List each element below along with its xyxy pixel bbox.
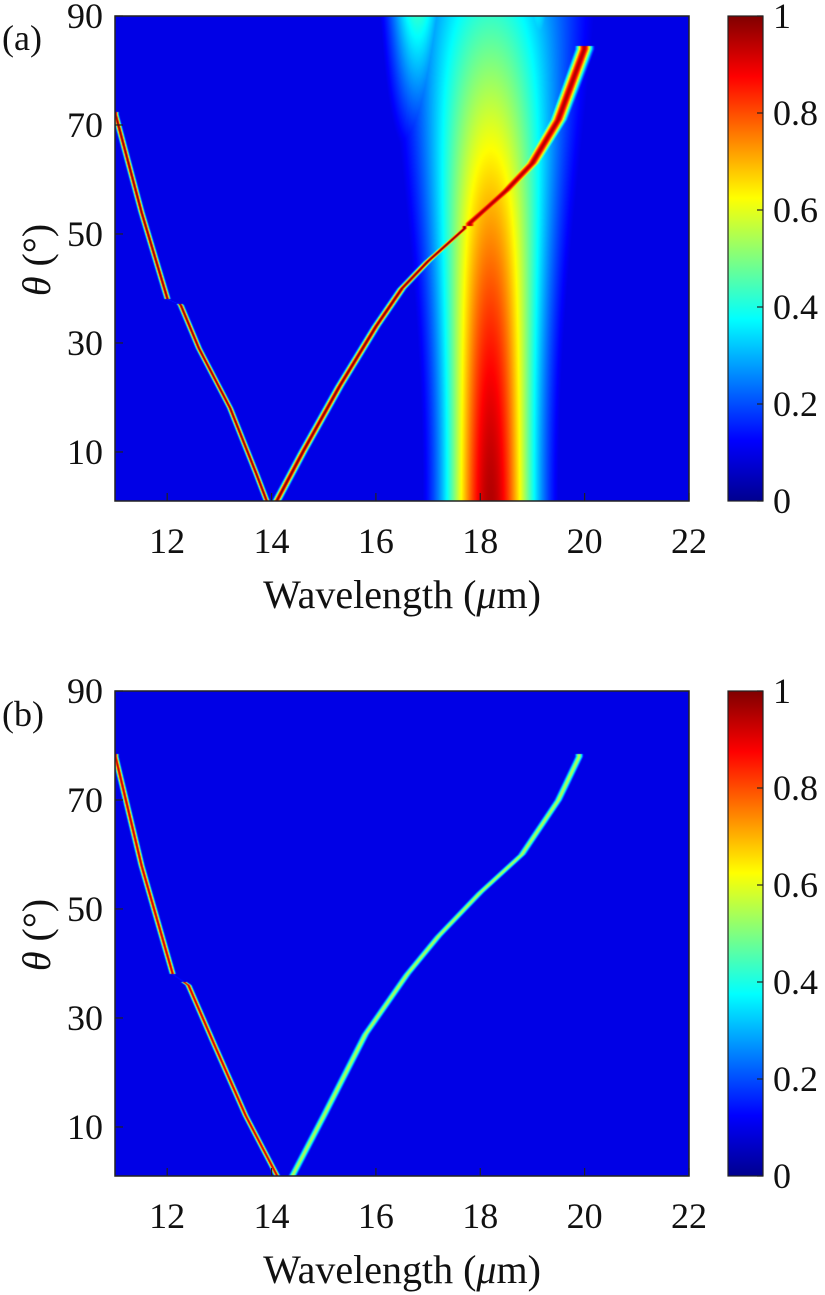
x-tick-label: 22	[671, 1196, 707, 1236]
x-tick-label: 20	[567, 521, 603, 561]
colorbar-a	[727, 15, 764, 502]
colorbar-ticks-b: 0 0.2 0.4 0.6 0.8 1	[757, 671, 818, 1196]
colorbar-b	[727, 690, 764, 1177]
y-tick-label: 90	[67, 671, 103, 711]
colorbar-tick-label: 0.8	[773, 93, 818, 133]
colorbar-ticks-a: 0 0.2 0.4 0.6 0.8 1	[757, 0, 818, 521]
y-tick-label: 50	[67, 214, 103, 254]
y-axis-b: 10 30 50 70 90	[67, 671, 123, 1147]
panel-label-a: (a)	[2, 18, 42, 58]
colorbar-tick-label: 1	[773, 0, 791, 36]
y-tick-label: 30	[67, 323, 103, 363]
x-tick-label: 16	[358, 1196, 394, 1236]
x-tick-label: 12	[149, 521, 185, 561]
x-tick-label: 20	[567, 1196, 603, 1236]
colorbar-tick-label: 0.2	[773, 384, 818, 424]
y-axis-title-b: θ (°)	[14, 899, 59, 971]
x-tick-label: 18	[462, 1196, 498, 1236]
x-axis-title-a: Wavelength (μm)	[263, 572, 541, 617]
x-tick-label: 12	[149, 1196, 185, 1236]
heatmap-b	[115, 691, 689, 1176]
colorbar-tick-label: 0.4	[773, 962, 818, 1002]
x-tick-label: 14	[254, 521, 290, 561]
plot-frame-a	[114, 15, 690, 502]
x-tick-label: 16	[358, 521, 394, 561]
x-tick-label: 22	[671, 521, 707, 561]
colorbar-tick-label: 0.6	[773, 865, 818, 905]
heatmap-a	[115, 16, 689, 501]
colorbar-tick-label: 0	[773, 1156, 791, 1196]
y-tick-label: 10	[67, 432, 103, 472]
y-axis-a: 10 30 50 70 90	[67, 0, 123, 472]
colorbar-tick-label: 1	[773, 671, 791, 711]
panel-label-b: (b)	[2, 694, 44, 734]
y-tick-label: 70	[67, 105, 103, 145]
x-axis-a: 12 14 16 18 20 22	[149, 493, 707, 561]
colorbar-tick-label: 0.4	[773, 287, 818, 327]
y-tick-label: 90	[67, 0, 103, 36]
y-tick-label: 70	[67, 780, 103, 820]
colorbar-tick-label: 0.6	[773, 190, 818, 230]
colorbar-tick-label: 0.2	[773, 1059, 818, 1099]
y-tick-label: 10	[67, 1107, 103, 1147]
colorbar-tick-label: 0	[773, 481, 791, 521]
x-axis-b: 12 14 16 18 20 22	[149, 1168, 707, 1236]
plot-frame-b	[114, 690, 690, 1177]
colorbar-tick-label: 0.8	[773, 768, 818, 808]
y-tick-label: 50	[67, 889, 103, 929]
y-tick-label: 30	[67, 998, 103, 1038]
x-tick-label: 14	[254, 1196, 290, 1236]
x-tick-label: 18	[462, 521, 498, 561]
y-axis-title-a: θ (°)	[14, 224, 59, 296]
x-axis-title-b: Wavelength (μm)	[263, 1247, 541, 1292]
